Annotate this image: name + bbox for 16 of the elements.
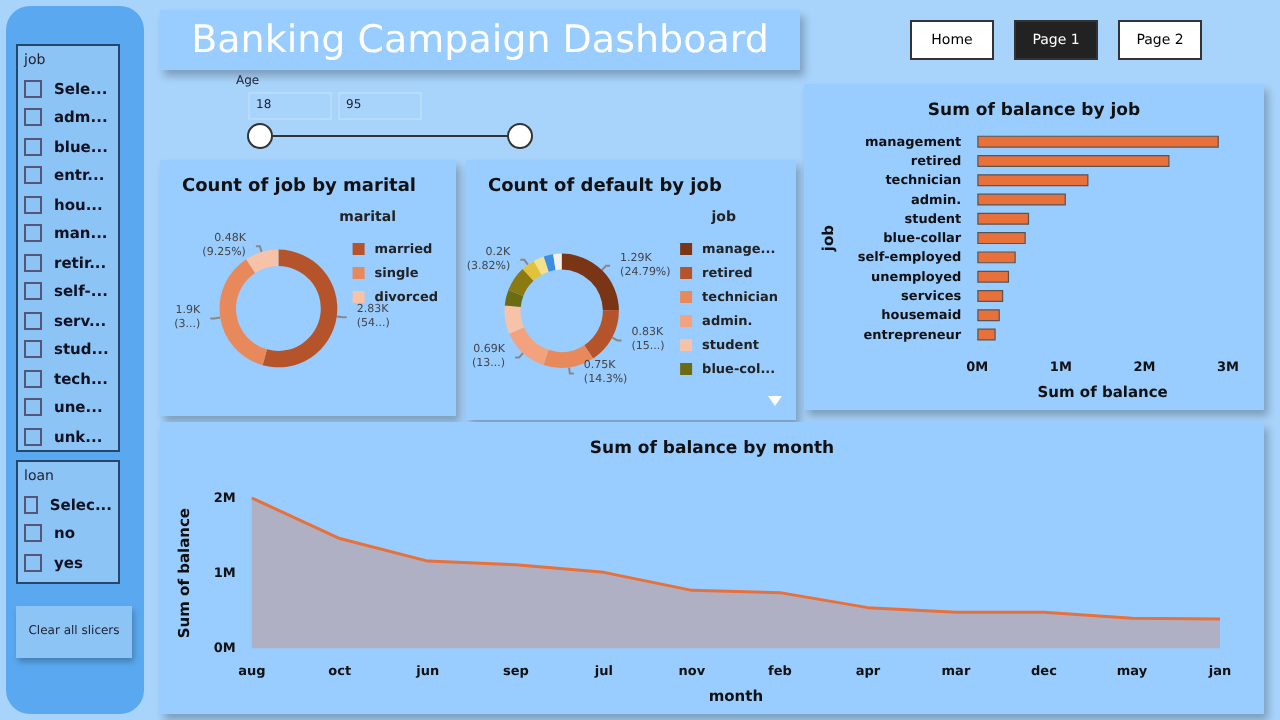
- text: Banking Campaign Dashboard: [160, 10, 800, 70]
- bar: [977, 193, 1066, 206]
- bar: [977, 289, 1004, 302]
- bar: [977, 174, 1089, 187]
- bar: [977, 270, 1010, 283]
- bar: [977, 135, 1219, 148]
- chart-title: Sum of balance by month: [589, 439, 835, 459]
- bar: [977, 328, 996, 341]
- bar: [977, 251, 1016, 264]
- bar: [977, 154, 1170, 167]
- bar: [977, 232, 1026, 245]
- bar: [977, 309, 1000, 322]
- chart-title: Count of job by marital: [182, 177, 416, 197]
- chart-title: Count of default by job: [488, 177, 723, 197]
- bar: [977, 212, 1030, 225]
- chart-title: Sum of balance by job: [927, 101, 1141, 121]
